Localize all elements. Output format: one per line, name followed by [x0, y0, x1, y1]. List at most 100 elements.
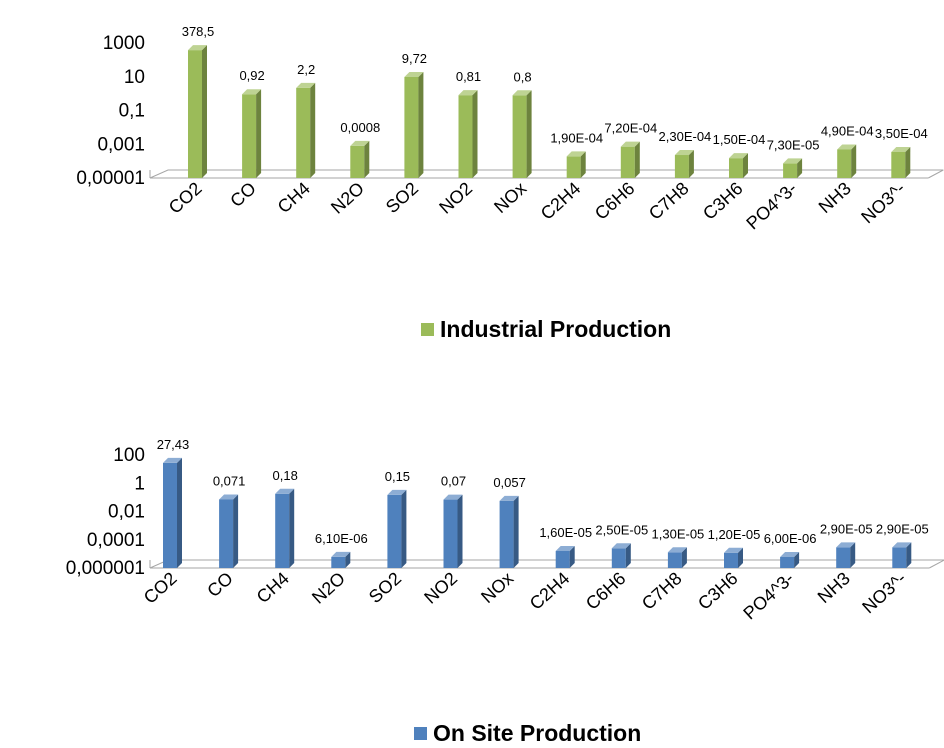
bar-on-site-7 — [555, 545, 575, 568]
x-tick-label: C7H8 — [645, 178, 693, 224]
bar-industrial-1 — [242, 89, 262, 178]
x-tick-label: N2O — [308, 568, 349, 608]
bar-top — [458, 90, 478, 96]
bar-front — [674, 155, 689, 178]
bar-side — [364, 140, 370, 178]
legend-industrial: Industrial Production — [421, 316, 671, 342]
bar-side — [513, 495, 519, 568]
bar-front — [724, 552, 738, 568]
y-tick-label: 1 — [134, 473, 145, 494]
bar-top — [219, 494, 239, 500]
data-label: 0,07 — [441, 474, 466, 489]
data-label: 2,90E-05 — [820, 521, 873, 536]
bar-on-site-10 — [724, 547, 743, 568]
bar-front — [296, 87, 311, 178]
bar-front — [611, 548, 626, 568]
bar-side — [906, 542, 912, 568]
data-label: 2,2 — [297, 62, 315, 77]
bar-top — [667, 547, 687, 553]
bar-industrial-5 — [458, 90, 478, 178]
bar-side — [177, 457, 182, 568]
bar-side — [905, 146, 911, 178]
bar-front — [275, 493, 290, 568]
bar-industrial-8 — [620, 141, 640, 178]
bar-top — [296, 82, 316, 88]
bar-top — [512, 90, 532, 96]
bar-on-site-0 — [163, 457, 182, 568]
data-label: 1,20E-05 — [708, 527, 761, 542]
bar-side — [310, 82, 316, 178]
x-tick-label: C2H4 — [537, 178, 585, 224]
y-tick-label: 0,0001 — [87, 530, 145, 551]
x-tick-label: CO2 — [140, 568, 181, 608]
bar-top — [837, 144, 857, 150]
x-tick-label: CH4 — [274, 178, 314, 217]
data-label: 1,50E-04 — [713, 132, 766, 147]
x-tick-label: C6H6 — [582, 568, 630, 614]
data-label: 3,50E-04 — [875, 126, 928, 141]
bar-on-site-5 — [443, 494, 463, 568]
x-tick-label: NOx — [490, 178, 530, 217]
bar-front — [188, 50, 202, 178]
bar-front — [443, 499, 458, 568]
bar-top — [499, 495, 519, 501]
legend-label: On Site Production — [433, 720, 641, 746]
x-tick-label: NH3 — [814, 568, 854, 607]
bar-industrial-11 — [783, 158, 803, 178]
bar-front — [163, 462, 177, 568]
bar-on-site-12 — [836, 542, 856, 568]
bar-on-site-3 — [331, 551, 351, 568]
bar-top — [780, 552, 800, 558]
legend-swatch — [421, 323, 434, 336]
data-label: 6,00E-06 — [764, 531, 817, 546]
bar-side — [688, 150, 694, 178]
bar-top — [443, 494, 463, 500]
bar-on-site-13 — [892, 542, 912, 568]
bar-front — [780, 557, 795, 568]
bar-front — [387, 494, 402, 568]
data-label: 7,30E-05 — [767, 137, 820, 152]
bar-on-site-9 — [667, 547, 687, 568]
bar-top — [729, 153, 748, 159]
legend-swatch — [414, 727, 427, 740]
data-label: 2,50E-05 — [595, 522, 648, 537]
bar-industrial-3 — [350, 140, 370, 178]
x-tick-label: CO — [203, 568, 236, 601]
bar-top — [892, 542, 912, 548]
bar-side — [233, 494, 239, 568]
y-tick-label: 0,00001 — [76, 168, 145, 189]
y-tick-label: 0,01 — [108, 502, 145, 523]
data-label: 0,057 — [493, 475, 526, 490]
bar-front — [729, 158, 743, 178]
bar-on-site-2 — [275, 488, 295, 568]
industrial-production-chart: 1000 10 0,1 0,001 0,00001 378,5 CO2 0,92 CO 2,2 CH… — [76, 24, 944, 342]
data-label: 2,30E-04 — [659, 129, 712, 144]
bar-on-site-8 — [611, 543, 631, 568]
bar-front — [667, 552, 682, 568]
bar-side — [634, 141, 640, 178]
bar-top — [242, 89, 262, 95]
x-tick-label: C3H6 — [694, 568, 742, 614]
legend-on-site: On Site Production — [414, 720, 641, 746]
bar-side — [851, 144, 857, 178]
x-tick-label: SO2 — [365, 568, 405, 607]
bar-front — [836, 547, 851, 568]
data-label: 4,90E-04 — [821, 123, 874, 138]
x-tick-label: SO2 — [382, 178, 422, 217]
data-label: 0,15 — [385, 469, 410, 484]
bar-side — [345, 551, 351, 568]
bar-side — [401, 489, 407, 568]
x-tick-label: C7H8 — [638, 568, 686, 614]
y-tick-label: 100 — [113, 445, 145, 466]
bar-top — [620, 141, 640, 147]
bar-top — [724, 547, 743, 553]
x-tick-label: NH3 — [815, 178, 855, 217]
bar-front — [331, 556, 346, 568]
bar-side — [256, 89, 262, 178]
x-tick-label: PO4^3- — [739, 568, 797, 623]
data-label: 9,72 — [402, 51, 427, 66]
bar-side — [743, 153, 748, 178]
bar-industrial-6 — [512, 90, 532, 178]
bar-on-site-11 — [780, 552, 800, 568]
bar-side — [457, 494, 463, 568]
